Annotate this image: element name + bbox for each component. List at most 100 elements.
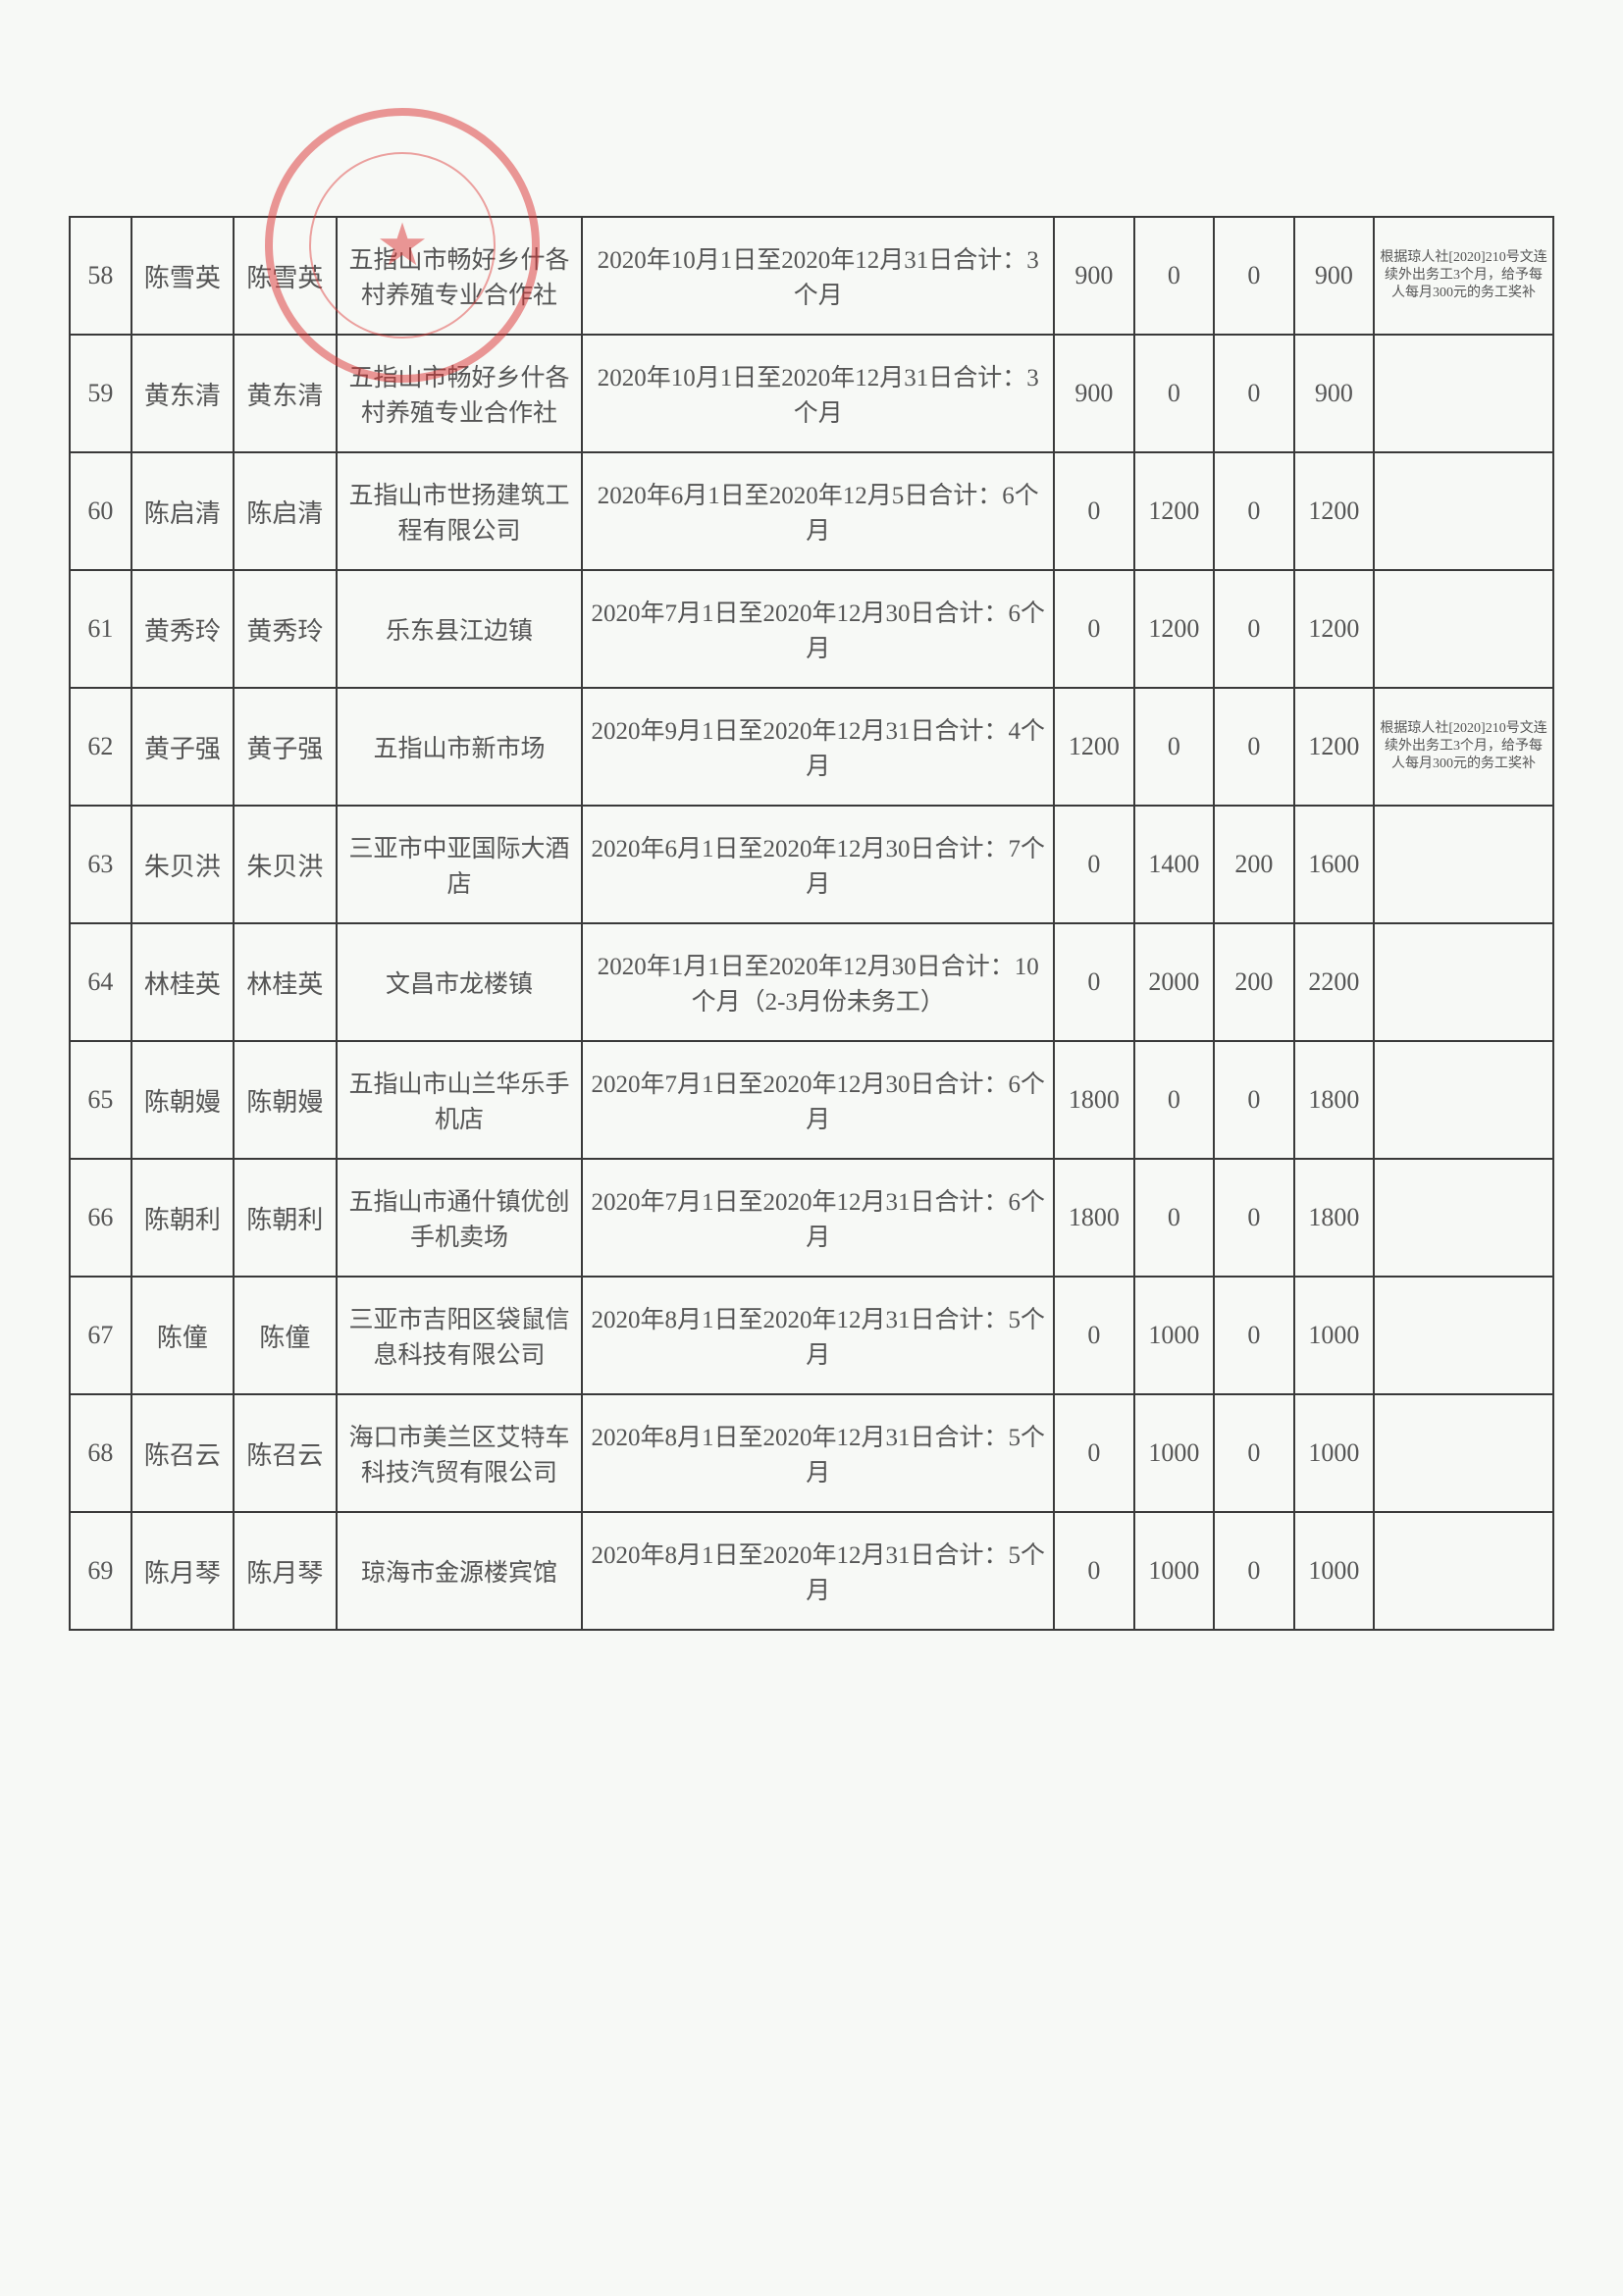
cell-value2: 1200 <box>1134 452 1215 570</box>
cell-value4: 1800 <box>1294 1041 1375 1159</box>
cell-period: 2020年7月1日至2020年12月31日合计：6个月 <box>582 1159 1054 1277</box>
cell-index: 62 <box>70 688 131 806</box>
cell-company: 五指山市畅好乡什各村养殖专业合作社 <box>337 217 583 335</box>
cell-index: 61 <box>70 570 131 688</box>
cell-value2: 0 <box>1134 1159 1215 1277</box>
cell-value4: 2200 <box>1294 923 1375 1041</box>
cell-company: 五指山市畅好乡什各村养殖专业合作社 <box>337 335 583 452</box>
cell-value1: 1800 <box>1054 1159 1134 1277</box>
cell-value2: 1000 <box>1134 1512 1215 1630</box>
cell-value4: 1600 <box>1294 806 1375 923</box>
cell-value3: 0 <box>1214 1277 1294 1394</box>
cell-value2: 1400 <box>1134 806 1215 923</box>
cell-index: 69 <box>70 1512 131 1630</box>
cell-period: 2020年7月1日至2020年12月30日合计：6个月 <box>582 1041 1054 1159</box>
cell-value4: 1800 <box>1294 1159 1375 1277</box>
cell-name2: 黄子强 <box>234 688 336 806</box>
cell-company: 三亚市吉阳区袋鼠信息科技有限公司 <box>337 1277 583 1394</box>
cell-index: 66 <box>70 1159 131 1277</box>
cell-period: 2020年8月1日至2020年12月31日合计：5个月 <box>582 1394 1054 1512</box>
cell-name2: 黄东清 <box>234 335 336 452</box>
cell-value3: 0 <box>1214 688 1294 806</box>
cell-value4: 900 <box>1294 335 1375 452</box>
cell-note <box>1374 1512 1553 1630</box>
cell-company: 海口市美兰区艾特车科技汽贸有限公司 <box>337 1394 583 1512</box>
cell-value2: 0 <box>1134 335 1215 452</box>
cell-note <box>1374 1394 1553 1512</box>
cell-value3: 200 <box>1214 923 1294 1041</box>
table-row: 58陈雪英陈雪英五指山市畅好乡什各村养殖专业合作社2020年10月1日至2020… <box>70 217 1553 335</box>
cell-note: 根据琼人社[2020]210号文连续外出务工3个月，给予每人每月300元的务工奖… <box>1374 688 1553 806</box>
cell-value1: 0 <box>1054 806 1134 923</box>
table-row: 62黄子强黄子强五指山市新市场2020年9月1日至2020年12月31日合计：4… <box>70 688 1553 806</box>
cell-value4: 1200 <box>1294 452 1375 570</box>
cell-name1: 陈朝利 <box>131 1159 234 1277</box>
cell-value3: 0 <box>1214 570 1294 688</box>
cell-value4: 1000 <box>1294 1277 1375 1394</box>
cell-period: 2020年10月1日至2020年12月31日合计：3个月 <box>582 335 1054 452</box>
cell-note <box>1374 806 1553 923</box>
cell-value1: 1800 <box>1054 1041 1134 1159</box>
table-row: 69陈月琴陈月琴琼海市金源楼宾馆2020年8月1日至2020年12月31日合计：… <box>70 1512 1553 1630</box>
cell-name2: 林桂英 <box>234 923 336 1041</box>
cell-period: 2020年9月1日至2020年12月31日合计：4个月 <box>582 688 1054 806</box>
cell-name1: 黄子强 <box>131 688 234 806</box>
cell-value4: 1000 <box>1294 1394 1375 1512</box>
cell-value1: 0 <box>1054 452 1134 570</box>
cell-company: 三亚市中亚国际大酒店 <box>337 806 583 923</box>
cell-name1: 陈月琴 <box>131 1512 234 1630</box>
cell-name1: 陈雪英 <box>131 217 234 335</box>
cell-company: 五指山市世扬建筑工程有限公司 <box>337 452 583 570</box>
cell-value2: 1200 <box>1134 570 1215 688</box>
cell-period: 2020年8月1日至2020年12月31日合计：5个月 <box>582 1277 1054 1394</box>
cell-value2: 1000 <box>1134 1394 1215 1512</box>
cell-value2: 0 <box>1134 217 1215 335</box>
cell-name2: 陈朝嫚 <box>234 1041 336 1159</box>
cell-index: 68 <box>70 1394 131 1512</box>
cell-name1: 黄东清 <box>131 335 234 452</box>
cell-company: 文昌市龙楼镇 <box>337 923 583 1041</box>
cell-name2: 朱贝洪 <box>234 806 336 923</box>
cell-company: 五指山市山兰华乐手机店 <box>337 1041 583 1159</box>
table-row: 66陈朝利陈朝利五指山市通什镇优创手机卖场2020年7月1日至2020年12月3… <box>70 1159 1553 1277</box>
cell-value3: 0 <box>1214 335 1294 452</box>
cell-value1: 1200 <box>1054 688 1134 806</box>
cell-value1: 0 <box>1054 570 1134 688</box>
cell-value3: 0 <box>1214 1041 1294 1159</box>
cell-note <box>1374 452 1553 570</box>
cell-value3: 0 <box>1214 217 1294 335</box>
table-row: 64林桂英林桂英文昌市龙楼镇2020年1月1日至2020年12月30日合计：10… <box>70 923 1553 1041</box>
cell-name1: 林桂英 <box>131 923 234 1041</box>
cell-name1: 黄秀玲 <box>131 570 234 688</box>
cell-value3: 0 <box>1214 1394 1294 1512</box>
cell-value4: 1000 <box>1294 1512 1375 1630</box>
cell-company: 乐东县江边镇 <box>337 570 583 688</box>
cell-note <box>1374 1041 1553 1159</box>
cell-name1: 陈启清 <box>131 452 234 570</box>
cell-note <box>1374 1277 1553 1394</box>
subsidy-table: 58陈雪英陈雪英五指山市畅好乡什各村养殖专业合作社2020年10月1日至2020… <box>69 216 1554 1631</box>
cell-value2: 0 <box>1134 688 1215 806</box>
cell-name2: 陈朝利 <box>234 1159 336 1277</box>
table-row: 67陈僮陈僮三亚市吉阳区袋鼠信息科技有限公司2020年8月1日至2020年12月… <box>70 1277 1553 1394</box>
cell-index: 63 <box>70 806 131 923</box>
cell-name2: 陈月琴 <box>234 1512 336 1630</box>
table-row: 60陈启清陈启清五指山市世扬建筑工程有限公司2020年6月1日至2020年12月… <box>70 452 1553 570</box>
cell-value1: 0 <box>1054 1277 1134 1394</box>
cell-value2: 2000 <box>1134 923 1215 1041</box>
cell-name2: 陈雪英 <box>234 217 336 335</box>
table-row: 61黄秀玲黄秀玲乐东县江边镇2020年7月1日至2020年12月30日合计：6个… <box>70 570 1553 688</box>
cell-value1: 0 <box>1054 923 1134 1041</box>
table-body: 58陈雪英陈雪英五指山市畅好乡什各村养殖专业合作社2020年10月1日至2020… <box>70 217 1553 1630</box>
cell-note <box>1374 1159 1553 1277</box>
table-row: 59黄东清黄东清五指山市畅好乡什各村养殖专业合作社2020年10月1日至2020… <box>70 335 1553 452</box>
cell-period: 2020年7月1日至2020年12月30日合计：6个月 <box>582 570 1054 688</box>
cell-value2: 0 <box>1134 1041 1215 1159</box>
cell-note <box>1374 923 1553 1041</box>
cell-company: 琼海市金源楼宾馆 <box>337 1512 583 1630</box>
table-row: 65陈朝嫚陈朝嫚五指山市山兰华乐手机店2020年7月1日至2020年12月30日… <box>70 1041 1553 1159</box>
cell-index: 60 <box>70 452 131 570</box>
cell-period: 2020年1月1日至2020年12月30日合计：10个月（2-3月份未务工） <box>582 923 1054 1041</box>
cell-name2: 陈召云 <box>234 1394 336 1512</box>
cell-period: 2020年6月1日至2020年12月5日合计：6个月 <box>582 452 1054 570</box>
